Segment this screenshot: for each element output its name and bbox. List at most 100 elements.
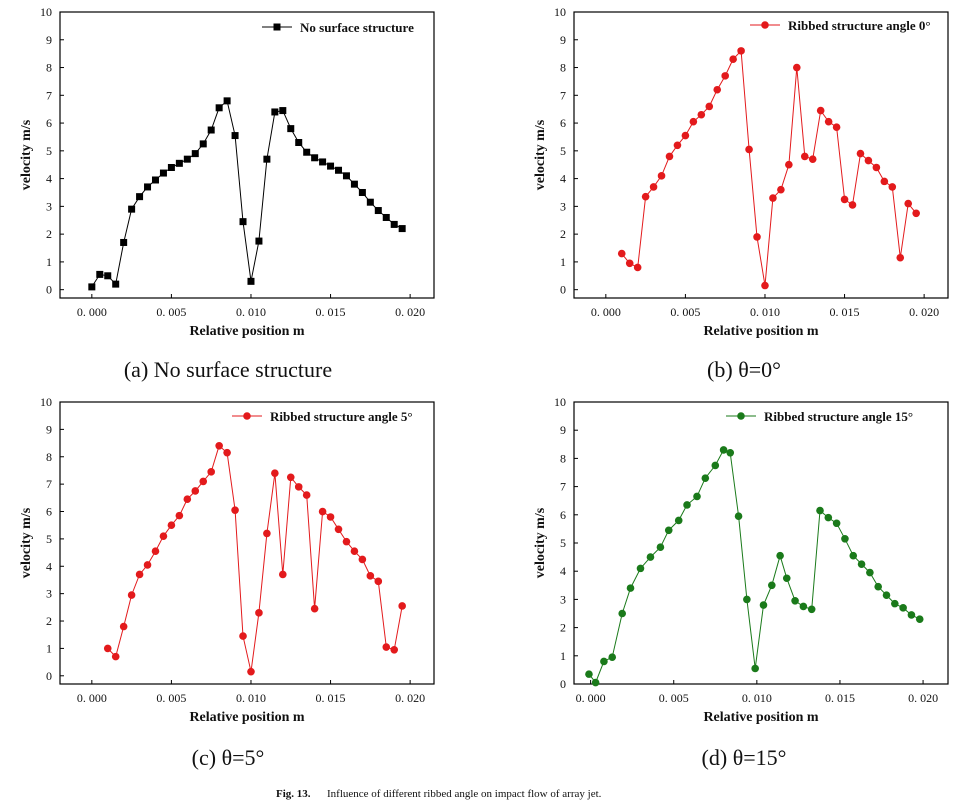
data-point (693, 492, 701, 501)
figure-caption-label: Fig. 13. (276, 788, 311, 800)
legend-label: Ribbed structure angle 15° (764, 409, 913, 424)
data-point (175, 159, 183, 167)
plot-frame (59, 401, 435, 685)
y-tick-label: 8 (560, 61, 566, 75)
data-point (729, 55, 737, 64)
data-point (840, 195, 849, 204)
data-point (279, 570, 287, 579)
data-point (358, 188, 366, 196)
data-point (673, 141, 682, 150)
data-point (287, 125, 295, 133)
data-point (398, 225, 406, 233)
data-point (857, 560, 866, 568)
data-point (649, 183, 658, 191)
series-line (91, 99, 403, 288)
data-point (608, 653, 617, 662)
y-tick-label: 10 (554, 395, 566, 409)
data-point (785, 160, 793, 169)
data-point (223, 97, 231, 105)
data-point (111, 652, 120, 661)
data-point (751, 664, 759, 673)
data-point (398, 602, 406, 610)
y-axis-label: velocity m/s (533, 507, 548, 578)
data-point (768, 581, 776, 590)
series-line (588, 449, 920, 684)
x-tick-label: 0. 005 (156, 305, 186, 319)
data-point (816, 506, 824, 515)
data-point (215, 442, 223, 450)
legend-marker (273, 23, 281, 31)
data-point (279, 107, 287, 115)
data-point (665, 152, 674, 161)
data-point (617, 249, 626, 258)
y-tick-label: 10 (40, 395, 52, 409)
data-point (88, 283, 96, 291)
panel-caption: (a) No surface structure (124, 357, 332, 382)
data-point (350, 547, 359, 556)
data-point (191, 150, 199, 158)
y-tick-label: 1 (560, 649, 566, 663)
y-tick-label: 9 (560, 423, 566, 437)
y-tick-label: 7 (560, 88, 566, 102)
data-point (807, 605, 816, 614)
y-tick-label: 5 (46, 144, 52, 158)
data-point (681, 131, 690, 140)
data-point (382, 643, 391, 651)
y-tick-label: 1 (46, 255, 52, 269)
plot-frame (59, 11, 435, 299)
x-axis-label: Relative position m (189, 710, 304, 725)
data-point (734, 512, 743, 521)
data-point (286, 473, 295, 482)
data-point (864, 156, 873, 165)
y-tick-label: 4 (560, 172, 566, 186)
data-point (366, 572, 375, 580)
data-point (342, 537, 351, 546)
plot-frame (573, 401, 949, 685)
data-point (247, 667, 255, 676)
data-point (342, 172, 350, 180)
data-point (832, 123, 841, 132)
data-point (907, 611, 916, 619)
y-tick-label: 5 (560, 536, 566, 550)
data-point (318, 507, 327, 516)
data-point (239, 218, 247, 226)
data-point (231, 132, 239, 140)
panel-caption: (d) θ=15° (702, 745, 787, 770)
data-point (295, 139, 303, 147)
data-point (255, 237, 263, 245)
data-point (841, 534, 849, 543)
data-point (374, 207, 382, 215)
legend-marker (737, 412, 745, 420)
data-point (600, 657, 608, 666)
data-point (683, 501, 691, 509)
y-tick-label: 7 (46, 88, 52, 102)
data-point (326, 513, 335, 521)
data-point (120, 238, 128, 246)
x-tick-label: 0. 000 (576, 691, 606, 705)
y-tick-label: 0 (46, 283, 52, 297)
y-tick-label: 4 (46, 172, 52, 186)
data-point (127, 591, 136, 599)
data-point (664, 526, 673, 535)
chart-panel-2: 0 1 2 3 4 5 6 7 8 9 10 0. 000 0. 005 0. 010 0. 015 0. 0… (533, 5, 949, 382)
data-point (618, 609, 627, 618)
data-point (701, 474, 710, 482)
y-tick-label: 3 (560, 199, 566, 213)
data-point (374, 577, 383, 586)
x-tick-label: 0. 000 (591, 305, 621, 319)
data-point (294, 483, 303, 491)
data-point (626, 584, 635, 592)
y-tick-label: 4 (560, 564, 566, 578)
data-point (891, 599, 899, 608)
data-point (239, 632, 247, 640)
y-tick-label: 2 (46, 614, 52, 628)
data-point (390, 645, 399, 654)
data-point (866, 568, 874, 577)
data-point (899, 604, 907, 612)
data-point (310, 604, 319, 613)
data-point (793, 63, 801, 72)
data-point (159, 532, 168, 540)
data-point (151, 547, 160, 556)
data-point (646, 553, 655, 561)
legend-label: Ribbed structure angle 5° (270, 409, 413, 424)
